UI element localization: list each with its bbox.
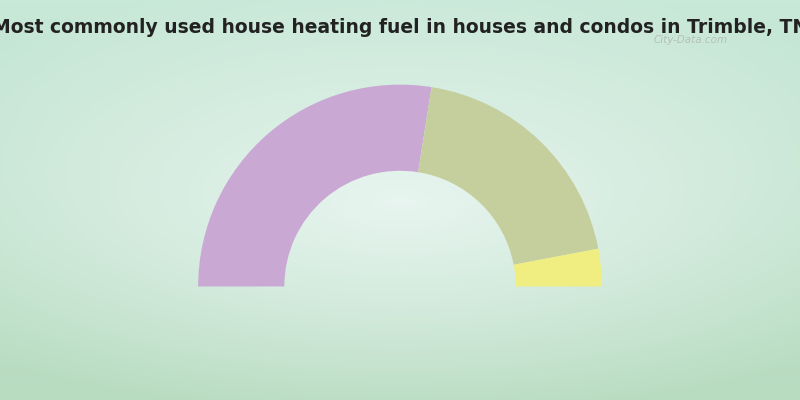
Wedge shape — [418, 87, 598, 265]
Wedge shape — [514, 249, 602, 286]
Text: City-Data.com: City-Data.com — [654, 35, 727, 45]
Wedge shape — [198, 85, 431, 286]
Text: Most commonly used house heating fuel in houses and condos in Trimble, TN: Most commonly used house heating fuel in… — [0, 18, 800, 37]
